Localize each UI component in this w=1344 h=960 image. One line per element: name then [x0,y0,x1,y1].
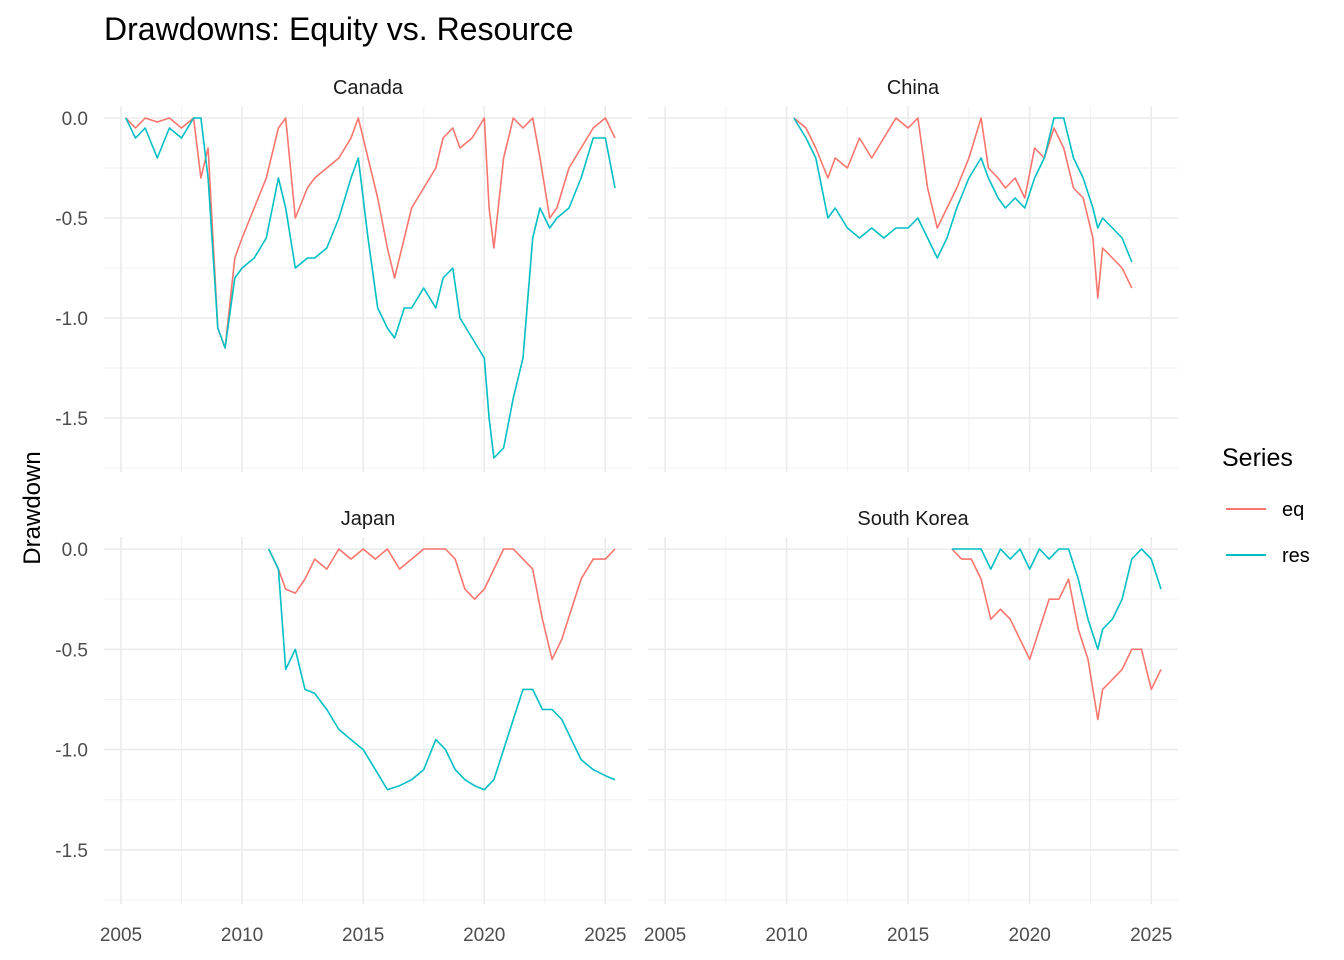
series-line-res-japan [267,548,616,791]
y-tick-label: -1.5 [55,409,88,430]
x-tick-label: 2020 [463,925,505,946]
series-line-res-china [793,117,1133,263]
x-tick-label: 2010 [221,925,263,946]
y-tick-label: -1.0 [55,309,88,330]
panel-japan: Japan 0.0 -0.5 -1.0 -1.5 2005 2010 2015 2020 2025 [55,508,632,946]
y-tick-label: -0.5 [55,640,88,661]
legend-title: Series [1222,444,1293,472]
y-axis-title: Drawdown [19,451,46,564]
chart-title: Drawdowns: Equity vs. Resource [104,11,574,47]
y-tick-label: -1.0 [55,741,88,762]
series-line-res-canada [125,117,616,459]
panel-title-south-korea: South Korea [857,508,969,530]
legend-label-res: res [1282,545,1310,567]
panel-title-canada: Canada [333,77,404,99]
panel-canada: Canada 0.0 -0.5 -1.0 -1.5 [55,77,632,472]
x-tick-label: 2015 [342,925,384,946]
x-tick-label: 2020 [1009,925,1051,946]
series-line-eq-south-korea [951,548,1162,721]
x-tick-label: 2010 [765,925,807,946]
facet-panels: Canada 0.0 -0.5 -1.0 -1.5 China Japan 0.0 -0.5 -1… [55,77,1178,946]
x-tick-label: 2005 [100,925,142,946]
panel-china: China [648,77,1178,472]
panel-south-korea: South Korea 2005 2010 2015 2020 2025 [644,508,1178,946]
x-tick-label: 2025 [584,925,626,946]
y-tick-label: 0.0 [62,540,88,561]
series-line-eq-canada [125,117,616,349]
panel-title-japan: Japan [341,508,396,530]
legend: Series eq res [1222,444,1310,567]
y-tick-label: -0.5 [55,209,88,230]
x-tick-label: 2005 [644,925,686,946]
series-line-eq-japan [267,548,616,661]
x-tick-label: 2015 [887,925,929,946]
y-tick-label: -1.5 [55,841,88,862]
series-line-res-south-korea [951,548,1162,651]
x-tick-label: 2025 [1130,925,1172,946]
series-line-eq-china [793,117,1133,299]
legend-label-eq: eq [1282,499,1304,521]
y-tick-label: 0.0 [62,109,88,130]
panel-title-china: China [887,77,940,99]
